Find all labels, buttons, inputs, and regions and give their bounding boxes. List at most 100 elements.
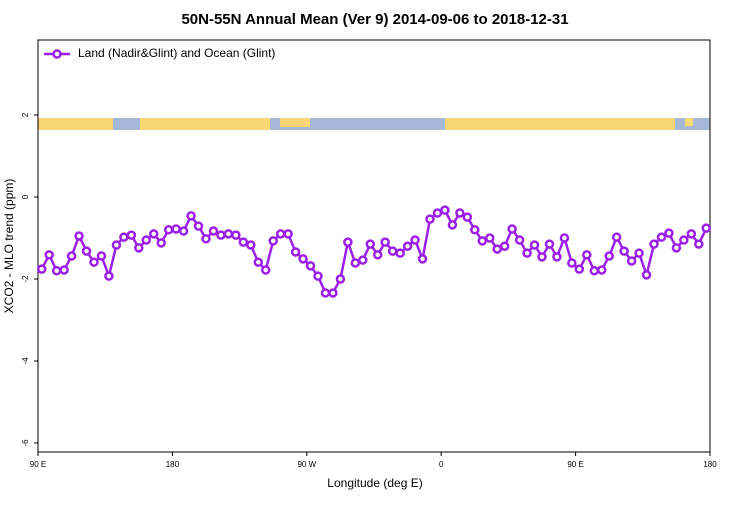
y-tick-label: 2 (21, 112, 30, 117)
data-point (328, 288, 338, 298)
data-point (89, 257, 99, 267)
y-tick-label: -2 (21, 275, 30, 283)
data-point (522, 248, 532, 258)
data-point (178, 226, 189, 236)
data-point (74, 231, 84, 241)
data-point (507, 224, 517, 234)
data-point (499, 241, 510, 251)
data-point (283, 229, 293, 239)
plot-frame (37, 39, 711, 453)
data-point (611, 232, 622, 242)
data-point (402, 241, 413, 251)
data-point (313, 271, 323, 281)
x-tick-label: 90 E (567, 460, 583, 469)
data-point (104, 271, 114, 281)
land-strip (445, 118, 675, 130)
data-point (350, 258, 361, 268)
data-point (186, 211, 196, 221)
data-point (156, 238, 166, 248)
data-point (372, 250, 383, 260)
data-point (208, 226, 219, 236)
data-point (260, 265, 271, 275)
data-point (671, 243, 682, 253)
y-tick-label: -4 (21, 357, 30, 365)
data-point (298, 254, 308, 264)
data-point (559, 233, 570, 243)
data-point (238, 237, 249, 247)
data-point (634, 248, 644, 258)
data-point (686, 229, 697, 239)
data-point (380, 237, 390, 247)
data-point (343, 237, 353, 247)
data-point (679, 235, 689, 245)
x-tick-label: 180 (703, 460, 717, 469)
data-point (455, 208, 465, 218)
data-point (201, 234, 211, 244)
data-point (36, 264, 47, 274)
data-point (59, 265, 69, 275)
data-point (193, 221, 204, 231)
data-point (701, 223, 712, 233)
data-point (223, 229, 234, 239)
data-point (395, 248, 405, 258)
data-point (626, 256, 637, 266)
data-point (552, 252, 562, 262)
data-point (246, 240, 256, 250)
data-point (141, 235, 152, 245)
data-point (410, 235, 420, 245)
data-point (477, 236, 488, 246)
data-point (81, 246, 92, 256)
data-point (387, 246, 398, 256)
x-axis-label: Longitude (deg E) (327, 476, 422, 490)
data-point (537, 252, 547, 262)
data-point (641, 270, 652, 280)
data-point (694, 239, 704, 249)
data-point (544, 239, 555, 249)
data-point (574, 264, 585, 274)
data-point (320, 288, 331, 298)
data-point (567, 258, 577, 268)
data-point (529, 240, 540, 250)
data-point (582, 250, 592, 260)
data-point (447, 220, 458, 230)
data-point (290, 247, 301, 257)
data-point (649, 239, 659, 249)
land-mask (38, 118, 710, 130)
data-point (432, 208, 443, 218)
land-strip (685, 118, 693, 126)
x-tick-label: 180 (166, 460, 180, 469)
data-point (51, 266, 62, 276)
data-point (111, 240, 122, 250)
data-point (417, 254, 428, 264)
data-point (492, 244, 502, 254)
data-point (134, 243, 144, 253)
y-tick-label: -6 (21, 439, 30, 447)
y-tick-label: 0 (21, 194, 30, 199)
data-point (462, 212, 473, 222)
chart-title: 50N-55N Annual Mean (Ver 9) 2014-09-06 t… (181, 11, 568, 28)
y-axis-label: XCO2 - MLO trend (ppm) (2, 179, 16, 314)
data-point (619, 246, 629, 256)
data-point (484, 233, 495, 243)
data-point (596, 265, 607, 275)
data-point (358, 255, 368, 265)
data-point (148, 229, 159, 239)
data-point (335, 274, 346, 284)
data-point (96, 251, 107, 261)
data-point (305, 261, 316, 271)
data-point (253, 257, 264, 267)
legend-marker (52, 49, 62, 59)
data-point (604, 251, 614, 261)
data-point (365, 239, 376, 249)
data-point (470, 225, 480, 235)
data-point (44, 250, 54, 260)
data-point (216, 230, 226, 240)
legend-label: Land (Nadir&Glint) and Ocean (Glint) (78, 46, 275, 60)
data-point (440, 205, 450, 215)
data-point (664, 228, 674, 238)
data-point (268, 236, 278, 246)
land-strip (140, 118, 270, 130)
land-strip (38, 118, 113, 130)
